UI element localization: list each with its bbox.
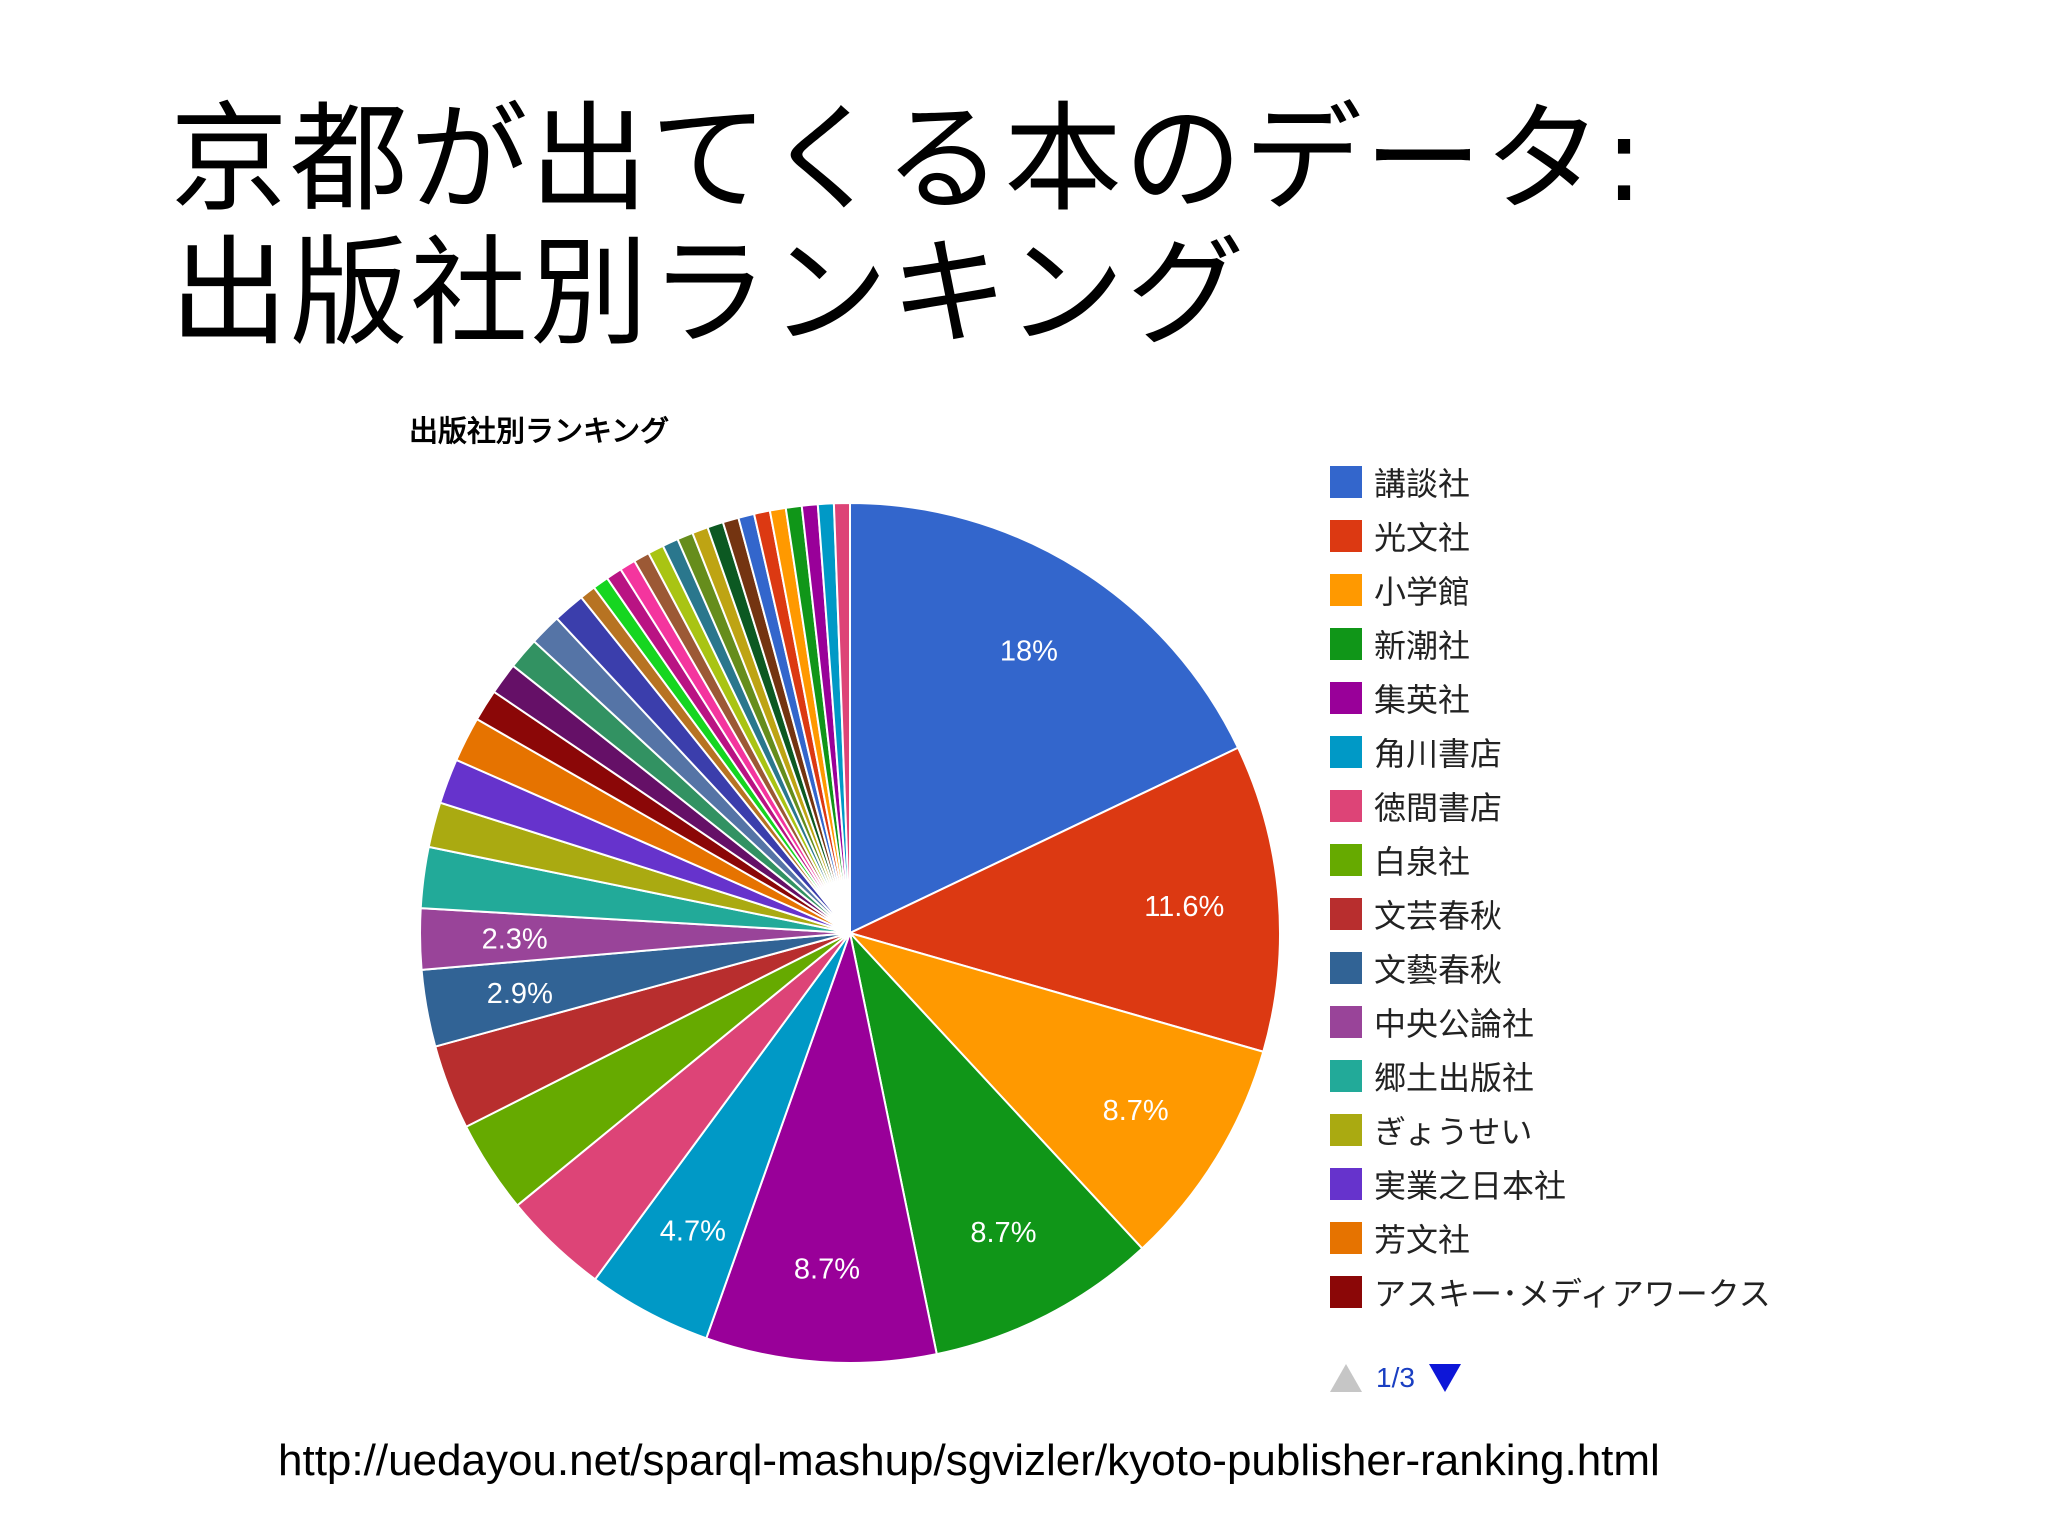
legend-swatch	[1330, 1276, 1362, 1308]
legend-swatch	[1330, 952, 1362, 984]
legend-label: 集英社	[1374, 681, 1471, 719]
chart-legend: 講談社光文社小学館新潮社集英社角川書店徳間書店白泉社文芸春秋文藝春秋中央公論社郷…	[1330, 455, 1850, 1319]
source-url: http://uedayou.net/sparql-mashup/sgvizle…	[278, 1436, 1660, 1485]
legend-swatch	[1330, 1168, 1362, 1200]
legend-label: 郷土出版社	[1374, 1059, 1535, 1097]
legend-item-2[interactable]: 小学館	[1330, 563, 1850, 617]
legend-label: 角川書店	[1374, 735, 1503, 773]
legend-swatch	[1330, 1060, 1362, 1092]
legend-item-13[interactable]: 実業之日本社	[1330, 1157, 1850, 1211]
legend-label: 中央公論社	[1374, 1005, 1535, 1043]
legend-item-14[interactable]: 芳文社	[1330, 1211, 1850, 1265]
legend-label: 文芸春秋	[1374, 897, 1503, 935]
pie-slices	[419, 501, 1281, 1364]
legend-item-11[interactable]: 郷土出版社	[1330, 1049, 1850, 1103]
legend-item-15[interactable]: アスキー･メディアワークス	[1330, 1265, 1850, 1319]
legend-pager: 1/3	[1330, 1362, 1461, 1394]
legend-swatch	[1330, 682, 1362, 714]
legend-item-3[interactable]: 新潮社	[1330, 617, 1850, 671]
legend-swatch	[1330, 898, 1362, 930]
legend-label: ぎょうせい	[1374, 1113, 1533, 1151]
legend-swatch	[1330, 844, 1362, 876]
legend-label: 徳間書店	[1374, 789, 1503, 827]
legend-swatch	[1330, 1222, 1362, 1254]
pie-data-label-2: 8.7%	[1103, 1095, 1169, 1127]
pie-slice-37[interactable]	[832, 501, 851, 934]
legend-item-7[interactable]: 白泉社	[1330, 833, 1850, 887]
legend-page-count: 1/3	[1376, 1362, 1415, 1393]
legend-item-10[interactable]: 中央公論社	[1330, 995, 1850, 1049]
pie-slice-1[interactable]	[847, 746, 1281, 1053]
legend-label: 新潮社	[1374, 627, 1471, 665]
chart-title: 出版社別ランキング	[409, 414, 670, 448]
legend-swatch	[1330, 466, 1362, 498]
legend-swatch	[1330, 1114, 1362, 1146]
pie-data-label-1: 11.6%	[1144, 891, 1224, 923]
legend-item-6[interactable]: 徳間書店	[1330, 779, 1850, 833]
legend-label: 文藝春秋	[1374, 951, 1503, 989]
legend-swatch	[1330, 574, 1362, 606]
legend-label: 光文社	[1374, 519, 1471, 557]
legend-label: 芳文社	[1374, 1221, 1471, 1259]
pie-data-labels: 18% 11.6% 8.7% 8.7% 8.7% 4.7% 2.9% 2.3%	[482, 635, 1225, 1285]
slide-title: 京都が出てくる本のデータ: 出版社別ランキング	[170, 92, 1646, 360]
pie-data-label-0: 18%	[1000, 635, 1058, 667]
pie-slice-3[interactable]	[848, 929, 1144, 1356]
pie-data-label-9: 2.9%	[487, 978, 553, 1010]
slide-title-line-2: 出版社別ランキング	[170, 224, 1247, 362]
pie-slice-2[interactable]	[846, 931, 1265, 1250]
pie-slice-4[interactable]	[705, 929, 938, 1364]
pie-data-label-3: 8.7%	[970, 1217, 1036, 1249]
legend-label: 小学館	[1374, 573, 1471, 611]
legend-item-5[interactable]: 角川書店	[1330, 725, 1850, 779]
legend-swatch	[1330, 790, 1362, 822]
pie-data-label-5: 4.7%	[660, 1215, 726, 1247]
legend-label: アスキー･メディアワークス	[1374, 1275, 1771, 1313]
triangle-up-icon[interactable]	[1330, 1364, 1362, 1392]
slide-title-line-1: 京都が出てくる本のデータ:	[170, 90, 1646, 228]
pie-data-label-4: 8.7%	[794, 1254, 860, 1286]
legend-label: 実業之日本社	[1374, 1167, 1567, 1205]
legend-item-1[interactable]: 光文社	[1330, 509, 1850, 563]
legend-item-0[interactable]: 講談社	[1330, 455, 1850, 509]
triangle-down-icon[interactable]	[1428, 1364, 1461, 1392]
legend-swatch	[1330, 520, 1362, 552]
legend-item-9[interactable]: 文藝春秋	[1330, 941, 1850, 995]
pie-slice-0[interactable]	[849, 501, 1240, 935]
legend-swatch	[1330, 1006, 1362, 1038]
legend-label: 白泉社	[1374, 843, 1471, 881]
pie-data-label-10: 2.3%	[482, 924, 548, 956]
legend-item-8[interactable]: 文芸春秋	[1330, 887, 1850, 941]
legend-swatch	[1330, 628, 1362, 660]
legend-item-4[interactable]: 集英社	[1330, 671, 1850, 725]
legend-label: 講談社	[1374, 465, 1471, 503]
legend-swatch	[1330, 736, 1362, 768]
legend-item-12[interactable]: ぎょうせい	[1330, 1103, 1850, 1157]
